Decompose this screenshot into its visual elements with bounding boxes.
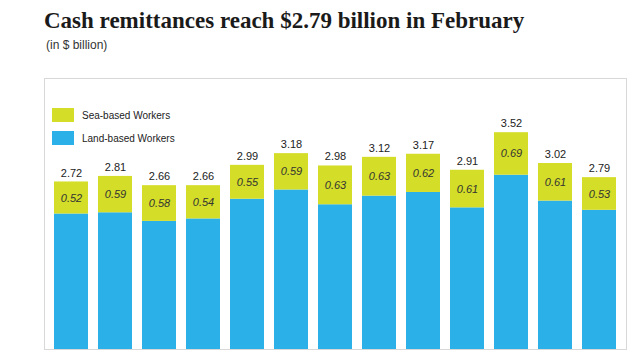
- html-text:Land-based Workers: Land-based Workers: [82, 132, 175, 144]
- html-text:(in $ billion): (in $ billion): [46, 38, 108, 52]
- svg-text:3.18: 3.18: [281, 138, 302, 150]
- svg-text:0.54: 0.54: [193, 196, 214, 208]
- svg-text:2.66: 2.66: [193, 170, 214, 182]
- html-text:Cash remittances reach $2.79 b: Cash remittances reach $2.79 billion in …: [44, 8, 525, 33]
- svg-text:0.59: 0.59: [105, 188, 126, 200]
- svg-text:2.72: 2.72: [61, 166, 82, 178]
- svg-text:0.61: 0.61: [457, 183, 478, 195]
- svg-text:2.79: 2.79: [589, 162, 610, 174]
- svg-text:2.99: 2.99: [237, 150, 258, 162]
- svg-text:3.17: 3.17: [413, 139, 434, 151]
- svg-text:2.81: 2.81: [105, 161, 126, 173]
- svg-text:0.61: 0.61: [545, 176, 566, 188]
- svg-text:0.52: 0.52: [61, 192, 82, 204]
- svg-text:2.66: 2.66: [149, 170, 170, 182]
- svg-text:3.52: 3.52: [501, 117, 522, 129]
- svg-text:0.58: 0.58: [149, 197, 171, 209]
- svg-text:0.63: 0.63: [325, 179, 347, 191]
- svg-text:2.98: 2.98: [325, 150, 346, 162]
- svg-text:0.53: 0.53: [589, 188, 611, 200]
- svg-text:0.69: 0.69: [501, 147, 522, 159]
- svg-text:0.59: 0.59: [281, 165, 302, 177]
- svg-text:3.02: 3.02: [545, 148, 566, 160]
- svg-text:2.91: 2.91: [457, 155, 478, 167]
- svg-text:0.63: 0.63: [369, 170, 391, 182]
- svg-text:0.62: 0.62: [413, 167, 434, 179]
- html-text:Sea-based Workers: Sea-based Workers: [82, 109, 171, 121]
- svg-text:0.55: 0.55: [237, 176, 259, 188]
- svg-text:3.12: 3.12: [369, 142, 390, 154]
